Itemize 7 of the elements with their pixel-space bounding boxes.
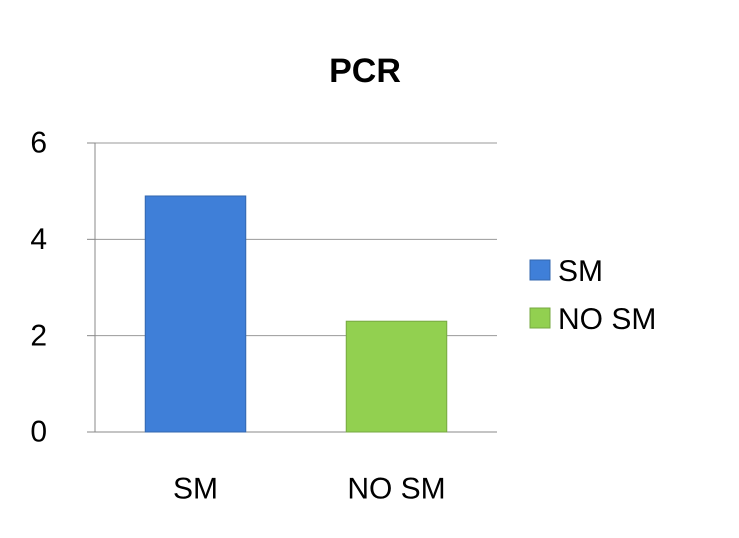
legend-label: NO SM — [558, 303, 656, 336]
y-tick-label: 2 — [30, 319, 47, 352]
chart-title: PCR — [329, 52, 401, 90]
y-tick-label: 6 — [30, 126, 47, 160]
y-tick-label: 0 — [30, 416, 47, 449]
y-tick-label: 4 — [30, 222, 47, 256]
legend-label: SM — [558, 255, 603, 288]
